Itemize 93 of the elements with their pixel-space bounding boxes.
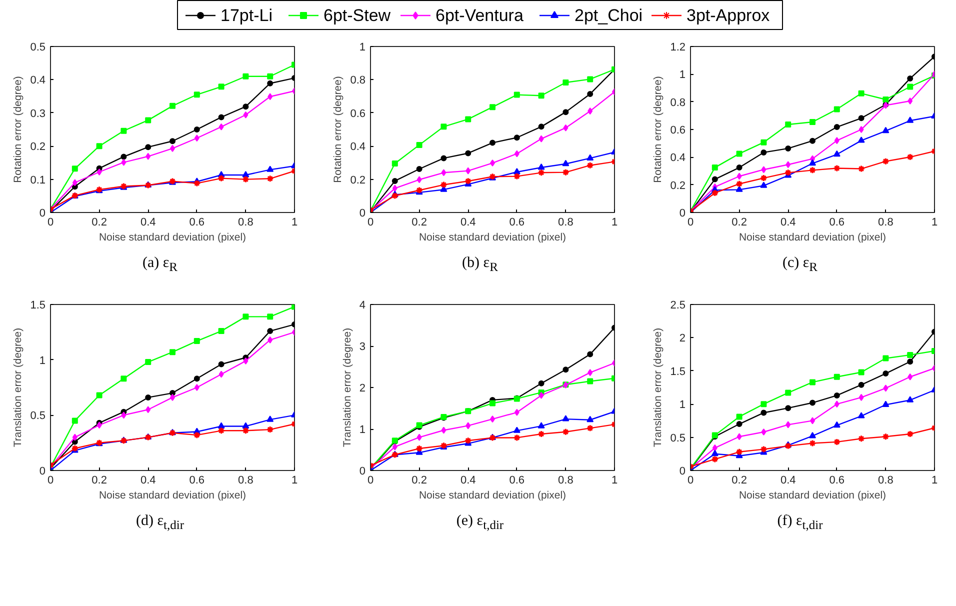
- x-tick-label: 0.2: [412, 474, 427, 486]
- x-tick-label: 0.4: [140, 216, 156, 228]
- text: (f) ε$_{t,dir}$: [776, 512, 824, 534]
- text: (a) ε$_{R}$: [141, 254, 179, 276]
- text: (c) ε$_{R}$: [781, 254, 819, 276]
- y-tick-label: 0.2: [670, 180, 686, 192]
- x-tick-label: 0: [47, 216, 54, 228]
- y-tick-label: 0.3: [30, 108, 46, 120]
- y-tick-label: 0.4: [30, 74, 46, 87]
- y-tick-label: 1: [359, 42, 366, 54]
- y-tick-label: 0.8: [350, 74, 366, 87]
- y-tick-label: 4: [359, 300, 366, 312]
- y-tick-label: 0.2: [30, 141, 46, 154]
- y-tick-label: 0: [679, 208, 686, 220]
- x-axis-title: Noise standard deviation (pixel): [738, 232, 886, 244]
- x-tick-label: 1: [291, 216, 298, 228]
- x-tick-label: 0: [687, 474, 694, 486]
- y-tick-label: 0.8: [670, 96, 686, 109]
- x-axis-title: Noise standard deviation (pixel): [98, 232, 246, 244]
- x-axis-title: Noise standard deviation (pixel): [418, 232, 566, 244]
- x-axis-title: Noise standard deviation (pixel): [738, 490, 886, 502]
- x-axis-title: Noise standard deviation (pixel): [98, 490, 246, 502]
- x-axis-title: Noise standard deviation (pixel): [418, 490, 566, 502]
- y-tick-label: 3: [359, 341, 366, 353]
- y-tick-label: 0.2: [350, 174, 366, 186]
- y-axis-title: Rotation error (degree): [652, 76, 664, 183]
- x-tick-label: 0: [367, 474, 374, 486]
- y-tick-label: 0.5: [670, 432, 686, 444]
- x-tick-label: 0.2: [92, 474, 107, 486]
- y-tick-label: 0.5: [30, 410, 46, 422]
- y-tick-label: 0: [359, 466, 366, 478]
- x-tick-label: 0.8: [558, 474, 574, 486]
- x-tick-label: 0.8: [238, 474, 254, 486]
- x-tick-label: 0.4: [780, 474, 796, 486]
- y-tick-label: 1: [359, 424, 366, 436]
- x-tick-label: 0.2: [732, 216, 747, 228]
- y-tick-label: 0.1: [30, 174, 46, 186]
- y-axis-title: Translation error (degree): [341, 328, 354, 448]
- x-tick-label: 0.6: [189, 474, 205, 486]
- x-tick-label: 0.6: [829, 474, 845, 486]
- y-tick-label: 0.6: [670, 124, 686, 136]
- x-tick-label: 1: [931, 474, 938, 486]
- y-tick-label: 2.5: [670, 300, 686, 312]
- x-tick-label: 1: [611, 216, 618, 228]
- x-tick-label: 0.8: [238, 216, 254, 228]
- x-tick-label: 0.6: [509, 474, 525, 486]
- y-axis-title: Translation error (degree): [12, 328, 24, 448]
- x-tick-label: 0.8: [878, 474, 894, 486]
- x-tick-label: 0: [367, 216, 374, 228]
- text: (b) ε$_{R}$: [461, 254, 499, 276]
- x-tick-label: 0.6: [189, 216, 205, 228]
- y-tick-label: 1: [679, 69, 686, 82]
- x-tick-label: 0.4: [460, 474, 476, 486]
- y-tick-label: 0.6: [350, 108, 366, 120]
- x-tick-label: 1: [931, 216, 938, 228]
- text: (e) ε$_{t,dir}$: [455, 512, 505, 534]
- y-tick-label: 0: [39, 466, 46, 478]
- y-axis-title: Rotation error (degree): [332, 76, 344, 183]
- x-tick-label: 0.6: [829, 216, 845, 228]
- x-tick-label: 0.2: [732, 474, 747, 486]
- y-tick-label: 0.4: [670, 152, 686, 164]
- x-tick-label: 0: [47, 474, 54, 486]
- y-tick-label: 0: [679, 466, 686, 478]
- x-tick-label: 0.4: [460, 216, 476, 228]
- legend-label: 6pt-Ventura: [436, 6, 524, 25]
- y-tick-label: 0.5: [30, 42, 46, 54]
- legend-label: 3pt-Approx: [686, 6, 770, 25]
- x-tick-label: 0.6: [509, 216, 525, 228]
- x-tick-label: 0.8: [878, 216, 894, 228]
- y-axis-title: Rotation error (degree): [12, 76, 24, 183]
- y-tick-label: 1: [679, 399, 686, 412]
- y-tick-label: 0: [39, 208, 46, 220]
- y-axis-title: Translation error (degree): [652, 328, 664, 448]
- legend-label: 2pt_Choi: [574, 6, 643, 25]
- text: (d) ε$_{t,dir}$: [134, 512, 186, 534]
- y-tick-label: 1.5: [670, 366, 686, 378]
- y-tick-label: 2: [359, 382, 366, 394]
- x-tick-label: 0.2: [412, 216, 427, 228]
- x-tick-label: 0: [687, 216, 694, 228]
- y-tick-label: 2: [679, 332, 686, 345]
- x-tick-label: 0.8: [558, 216, 574, 228]
- y-tick-label: 1.2: [670, 42, 686, 54]
- y-tick-label: 0: [359, 208, 366, 220]
- x-tick-label: 0.4: [140, 474, 156, 486]
- x-tick-label: 1: [611, 474, 618, 486]
- y-tick-label: 0.4: [350, 141, 366, 154]
- y-tick-label: 1.5: [30, 300, 46, 312]
- legend-label: 6pt-Stew: [324, 6, 392, 25]
- legend-label: 17pt-Li: [220, 6, 272, 25]
- x-tick-label: 1: [291, 474, 298, 486]
- x-tick-label: 0.4: [780, 216, 796, 228]
- x-tick-label: 0.2: [92, 216, 107, 228]
- y-tick-label: 1: [39, 354, 46, 367]
